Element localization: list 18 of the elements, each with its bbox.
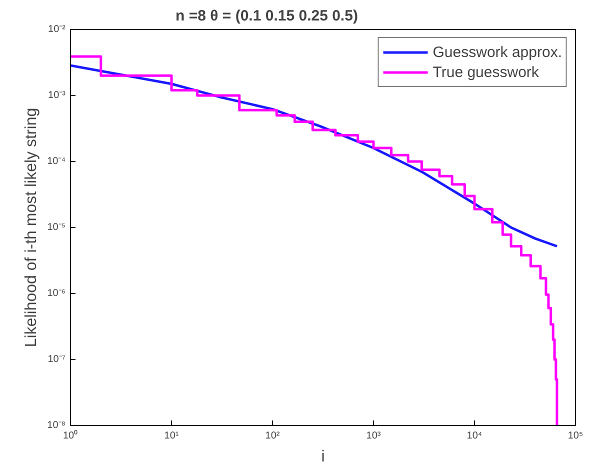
y-tick-label: 10⁻⁶ [47, 288, 66, 299]
y-axis-title: Likelihood of i-th most likely string [23, 108, 40, 348]
y-tick-label: 10⁻² [48, 24, 66, 35]
y-tick-label: 10⁻³ [48, 90, 66, 101]
legend-label: Guesswork approx. [432, 44, 562, 60]
x-tick-label: 10⁵ [568, 430, 584, 442]
x-tick-label: 10⁴ [466, 430, 482, 442]
legend-label: True guesswork [432, 64, 539, 80]
x-tick-label: 10¹ [164, 430, 180, 442]
x-tick-label: 10² [265, 430, 280, 442]
x-axis-title: i [321, 448, 325, 466]
chart-title: n =8 θ = (0.1 0.15 0.25 0.5) [176, 8, 358, 24]
x-tick-label: 10³ [366, 430, 382, 442]
y-tick-label: 10⁻⁸ [47, 420, 66, 431]
y-tick-label: 10⁻⁷ [48, 354, 66, 365]
y-tick-label: 10⁻⁴ [47, 156, 66, 167]
x-tick-label: 10⁰ [62, 430, 78, 442]
y-tick-label: 10⁻⁵ [47, 222, 66, 233]
